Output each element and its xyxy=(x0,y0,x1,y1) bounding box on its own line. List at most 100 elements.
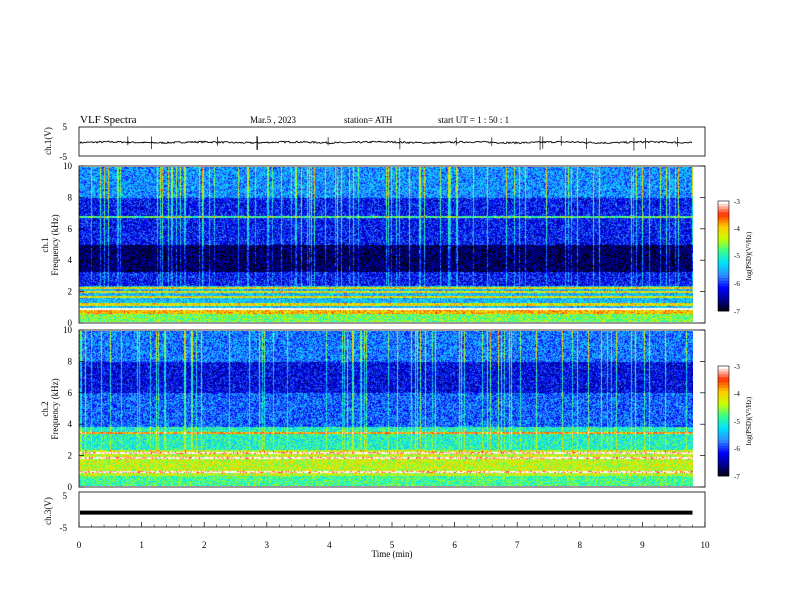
colorbar-swatch xyxy=(718,294,729,298)
colorbar-swatch xyxy=(718,214,729,218)
ch2-spectrogram-yticks: 0 2 4 6 8 10 xyxy=(63,325,705,492)
ch2-colorbar-tick-m6: -6 xyxy=(734,445,740,453)
colorbar-swatch xyxy=(718,388,729,392)
colorbar-swatch xyxy=(718,407,729,411)
colorbar-swatch xyxy=(718,203,729,207)
colorbar-swatch xyxy=(718,465,729,469)
colorbar-swatch xyxy=(718,401,729,405)
ch1-waveform-trace xyxy=(79,136,693,151)
x-tick-label: 4 xyxy=(327,540,332,550)
colorbar-swatch xyxy=(718,242,729,246)
colorbar-swatch xyxy=(718,275,729,279)
x-tick-label: 7 xyxy=(515,540,520,550)
ch2-spectrogram-image xyxy=(79,331,693,486)
ch1-colorbar-tick-m5: -5 xyxy=(734,252,740,260)
colorbar-swatch xyxy=(718,234,729,238)
colorbar-swatch xyxy=(718,437,729,441)
x-tick-label: 3 xyxy=(265,540,270,550)
colorbar-swatch xyxy=(718,300,729,304)
colorbar-swatch xyxy=(718,261,729,265)
ch1-ytick-top: 5 xyxy=(63,122,68,132)
colorbar-swatch xyxy=(718,267,729,271)
ch2-spectrogram-panel: 0 2 4 6 8 10 ch.2 Frequency (kHz) xyxy=(40,325,706,492)
ch1-spectrogram-frame xyxy=(78,165,706,324)
colorbar-swatch xyxy=(718,247,729,251)
colorbar-swatch xyxy=(718,470,729,474)
ch2-colorbar-tick-m7: -7 xyxy=(734,473,740,481)
y-tick-label: 6 xyxy=(68,388,73,398)
colorbar-swatch xyxy=(718,426,729,430)
y-tick-label: 4 xyxy=(68,419,73,429)
date-label: Mar.5 , 2023 xyxy=(250,115,296,125)
ch1-waveform-frame xyxy=(78,126,706,157)
y-tick-label: 10 xyxy=(63,325,73,335)
colorbar-swatch xyxy=(718,272,729,276)
ch1-colorbar-label: log(PSD)(V²/Hz) xyxy=(745,231,753,280)
ch1-spectrogram-ylabel-channel: ch.1 xyxy=(40,237,50,252)
colorbar-swatch xyxy=(718,451,729,455)
colorbar-swatch xyxy=(718,280,729,284)
colorbar-swatch xyxy=(718,423,729,427)
ch3-waveform-panel: 5 -5 ch.3(V) 0 1 2 3 4 5 6 7 8 9 10 Time (min) xyxy=(43,491,710,559)
y-tick-label: 8 xyxy=(68,192,73,202)
x-tick-label: 10 xyxy=(701,540,711,550)
ch2-colorbar-tick-m3: -3 xyxy=(734,363,740,371)
colorbar-swatch xyxy=(718,459,729,463)
y-tick-label: 2 xyxy=(68,451,73,461)
ch1-colorbar-tick-m6: -6 xyxy=(734,280,740,288)
ch2-spectrogram-frame xyxy=(78,329,706,488)
colorbar-swatch xyxy=(718,415,729,419)
colorbar-swatch xyxy=(718,201,729,205)
colorbar-swatch xyxy=(718,278,729,282)
colorbar-swatch xyxy=(718,443,729,447)
colorbar-swatch xyxy=(718,374,729,378)
colorbar-swatch xyxy=(718,220,729,224)
ch3-ytick-top: 5 xyxy=(63,491,68,501)
x-tick-label: 5 xyxy=(390,540,395,550)
colorbar-swatch xyxy=(718,209,729,213)
x-tick-label: 2 xyxy=(202,540,207,550)
colorbar-swatch xyxy=(718,404,729,408)
colorbar-swatch xyxy=(718,256,729,260)
ch1-spectrogram-ylabel-freq: Frequency (kHz) xyxy=(50,214,60,275)
y-tick-label: 0 xyxy=(68,482,73,492)
colorbar-swatch xyxy=(718,368,729,372)
colorbar-swatch xyxy=(718,399,729,403)
colorbar-swatch xyxy=(718,258,729,262)
figure-title: VLF Spectra xyxy=(80,114,137,126)
colorbar-swatch xyxy=(718,385,729,389)
ch2-colorbar: -3 -4 -5 -6 -7 log(PSD)(V²/Hz) xyxy=(717,363,753,481)
colorbar-swatch xyxy=(718,390,729,394)
y-tick-label: 2 xyxy=(68,287,73,297)
y-tick-label: 10 xyxy=(63,161,73,171)
x-tick-label: 1 xyxy=(139,540,144,550)
colorbar-swatch xyxy=(718,467,729,471)
colorbar-swatch xyxy=(718,379,729,383)
colorbar-swatch xyxy=(718,308,729,312)
colorbar-swatch xyxy=(718,434,729,438)
colorbar-swatch xyxy=(718,473,729,477)
colorbar-swatch xyxy=(718,366,729,370)
colorbar-swatch xyxy=(718,448,729,452)
colorbar-swatch xyxy=(718,305,729,309)
x-tick-label: 9 xyxy=(640,540,645,550)
ch1-waveform-line xyxy=(79,140,693,145)
colorbar-swatch xyxy=(718,382,729,386)
colorbar-swatch xyxy=(718,206,729,210)
ch3-waveform-frame xyxy=(78,491,706,528)
ch1-colorbar-tick-m7: -7 xyxy=(734,308,740,316)
colorbar-swatch xyxy=(718,228,729,232)
ch2-colorbar-tick-m5: -5 xyxy=(734,418,740,426)
x-tick-label: 0 xyxy=(77,540,82,550)
station-label: station= ATH xyxy=(344,115,393,125)
y-tick-label: 6 xyxy=(68,224,73,234)
ch1-waveform-ylabel: ch.1(V) xyxy=(43,127,53,155)
colorbar-swatch xyxy=(718,418,729,422)
colorbar-swatch xyxy=(718,445,729,449)
colorbar-swatch xyxy=(718,440,729,444)
colorbar-swatch xyxy=(718,412,729,416)
ch2-colorbar-frame xyxy=(717,365,730,477)
ch1-spectrogram-image xyxy=(79,167,693,322)
colorbar-swatch xyxy=(718,289,729,293)
time-axis-ticks: 0 1 2 3 4 5 6 7 8 9 10 xyxy=(77,522,710,550)
